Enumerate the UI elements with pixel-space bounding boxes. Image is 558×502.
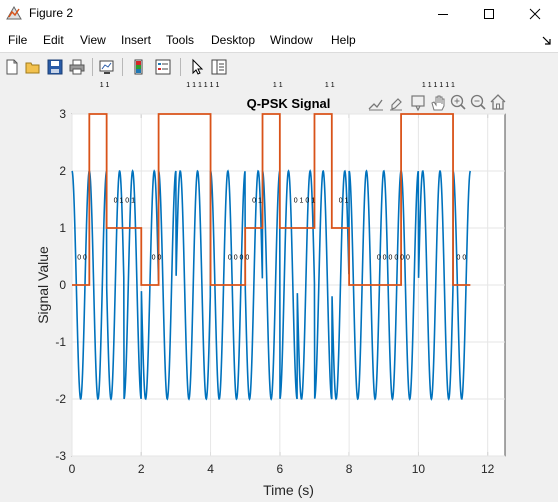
insert-colorbar-icon[interactable] <box>130 58 148 76</box>
bit-label: 0 0 <box>457 255 467 262</box>
x-tick-label: 6 <box>276 462 283 476</box>
y-tick-label: -2 <box>55 392 66 406</box>
toolbar-separator <box>92 58 93 76</box>
bit-label: 0 1 0 1 <box>294 198 316 205</box>
top-bit-label: 1 1 <box>325 82 335 89</box>
menu-edit[interactable]: Edit <box>43 33 64 47</box>
x-tick-label: 10 <box>412 462 426 476</box>
y-tick-label: 3 <box>59 107 66 121</box>
bit-label: 0 1 0 1 <box>114 198 136 205</box>
chart-title: Q-PSK Signal <box>247 96 331 111</box>
bit-label: 0 0 <box>77 255 87 262</box>
menu-file[interactable]: File <box>8 33 27 47</box>
toolbar-separator <box>122 58 123 76</box>
top-bit-label: 1 1 <box>100 82 110 89</box>
bit-label: 0 0 <box>152 255 162 262</box>
menu-bar: File Edit View Insert Tools Desktop Wind… <box>0 28 558 52</box>
x-tick-label: 2 <box>138 462 145 476</box>
bit-label: 0 1 <box>339 198 349 205</box>
data-tips-icon[interactable] <box>412 96 424 110</box>
window-title-bar: Figure 2 <box>0 0 558 28</box>
y-tick-label: 2 <box>59 164 66 178</box>
open-file-icon[interactable] <box>24 58 42 76</box>
top-bit-label: 1 1 1 1 1 1 <box>422 82 455 89</box>
x-tick-label: 12 <box>481 462 495 476</box>
maximize-icon <box>483 8 495 20</box>
menu-desktop[interactable]: Desktop <box>211 33 255 47</box>
bit-label: 0 0 0 0 <box>228 255 250 262</box>
x-axis-label: Time (s) <box>263 482 314 498</box>
x-tick-label: 4 <box>207 462 214 476</box>
top-bit-label: 1 1 <box>273 82 283 89</box>
pan-icon[interactable] <box>432 96 444 110</box>
y-tick-label: 0 <box>59 278 66 292</box>
toolbar-separator <box>180 58 181 76</box>
figure-toolbar <box>0 52 558 82</box>
close-icon <box>529 8 541 20</box>
matlab-figure-icon <box>6 5 22 21</box>
print-icon[interactable] <box>68 58 86 76</box>
link-plot-icon[interactable] <box>98 58 116 76</box>
figure-canvas: 0 2 4 6 8 10 12 -3 -2 -1 0 1 2 3 Time (s) Signal Valu… <box>0 81 558 502</box>
menu-insert[interactable]: Insert <box>121 33 151 47</box>
minimize-icon <box>437 8 449 20</box>
menu-help[interactable]: Help <box>331 33 356 47</box>
y-tick-label: -1 <box>55 335 66 349</box>
insert-legend-icon[interactable] <box>154 58 172 76</box>
top-bit-label: 1 1 1 1 1 1 <box>186 82 219 89</box>
new-figure-icon[interactable] <box>3 58 21 76</box>
y-tick-label: 1 <box>59 221 66 235</box>
minimize-button[interactable] <box>420 0 466 28</box>
axes-toolbar <box>369 95 505 110</box>
y-tick-label: -3 <box>55 449 66 463</box>
menu-window[interactable]: Window <box>270 33 313 47</box>
bit-label: 0 0 0 0 0 0 <box>377 255 410 262</box>
menu-view[interactable]: View <box>80 33 106 47</box>
menu-tools[interactable]: Tools <box>166 33 194 47</box>
pointer-icon[interactable] <box>188 58 206 76</box>
save-icon[interactable] <box>46 58 64 76</box>
y-axis-label: Signal Value <box>35 246 51 324</box>
zoom-out-icon[interactable] <box>472 96 486 110</box>
home-icon[interactable] <box>491 95 505 109</box>
x-tick-label: 0 <box>69 462 76 476</box>
property-inspector-icon[interactable] <box>210 58 228 76</box>
maximize-button[interactable] <box>466 0 512 28</box>
export-icon[interactable] <box>369 100 383 110</box>
window-title: Figure 2 <box>29 6 73 20</box>
brush-icon[interactable] <box>390 99 402 110</box>
bit-label: 0 1 <box>252 198 262 205</box>
zoom-in-icon[interactable] <box>452 96 466 110</box>
dock-arrow-icon[interactable] <box>542 36 552 46</box>
x-tick-label: 8 <box>346 462 353 476</box>
close-button[interactable] <box>512 0 558 28</box>
